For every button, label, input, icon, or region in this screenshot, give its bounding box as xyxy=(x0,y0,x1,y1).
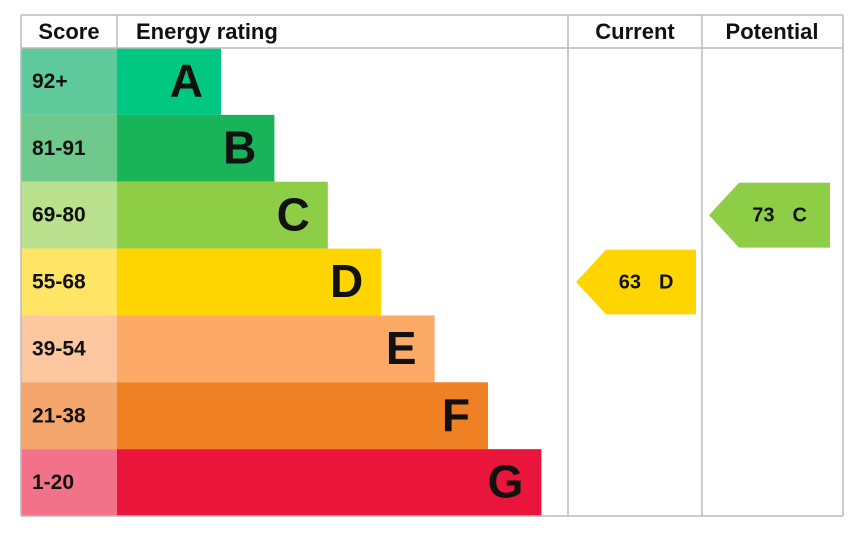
header-score: Score xyxy=(38,19,99,44)
rating-bar xyxy=(117,315,435,383)
rating-letter: D xyxy=(330,255,363,307)
rating-bar xyxy=(117,181,328,249)
score-cell xyxy=(21,248,117,316)
potential-value: 73 xyxy=(752,204,774,226)
score-label: 92+ xyxy=(32,70,68,93)
current-arrow xyxy=(576,249,696,315)
potential-letter: C xyxy=(793,204,807,226)
rating-letter: C xyxy=(277,188,310,240)
score-cell xyxy=(21,48,117,115)
score-cell xyxy=(21,449,117,516)
score-cell xyxy=(21,382,117,450)
rating-bar xyxy=(117,114,275,182)
rating-bar xyxy=(117,449,542,516)
rating-bar xyxy=(117,382,488,450)
rating-letter: G xyxy=(488,456,524,508)
score-cell xyxy=(21,181,117,249)
rating-letter: F xyxy=(442,389,470,441)
score-label: 21-38 xyxy=(32,404,86,427)
potential-arrow xyxy=(709,182,830,248)
score-cell xyxy=(21,114,117,182)
header-rating: Energy rating xyxy=(136,19,278,44)
score-label: 55-68 xyxy=(32,271,86,294)
score-label: 39-54 xyxy=(32,337,86,360)
current-letter: D xyxy=(659,271,673,293)
header-current: Current xyxy=(595,19,675,44)
rating-letter: A xyxy=(170,55,203,107)
rating-letter: B xyxy=(223,121,256,173)
current-value: 63 xyxy=(619,271,641,293)
rating-bar xyxy=(117,248,382,316)
score-label: 69-80 xyxy=(32,204,86,227)
header-potential: Potential xyxy=(726,19,819,44)
score-label: 81-91 xyxy=(32,137,86,160)
score-label: 1-20 xyxy=(32,471,74,494)
rating-letter: E xyxy=(386,322,417,374)
rating-bar xyxy=(117,48,221,115)
score-cell xyxy=(21,315,117,383)
